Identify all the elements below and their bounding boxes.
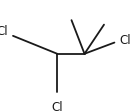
- Text: Cl: Cl: [0, 25, 8, 38]
- Text: Cl: Cl: [120, 34, 130, 47]
- Text: Cl: Cl: [51, 101, 63, 112]
